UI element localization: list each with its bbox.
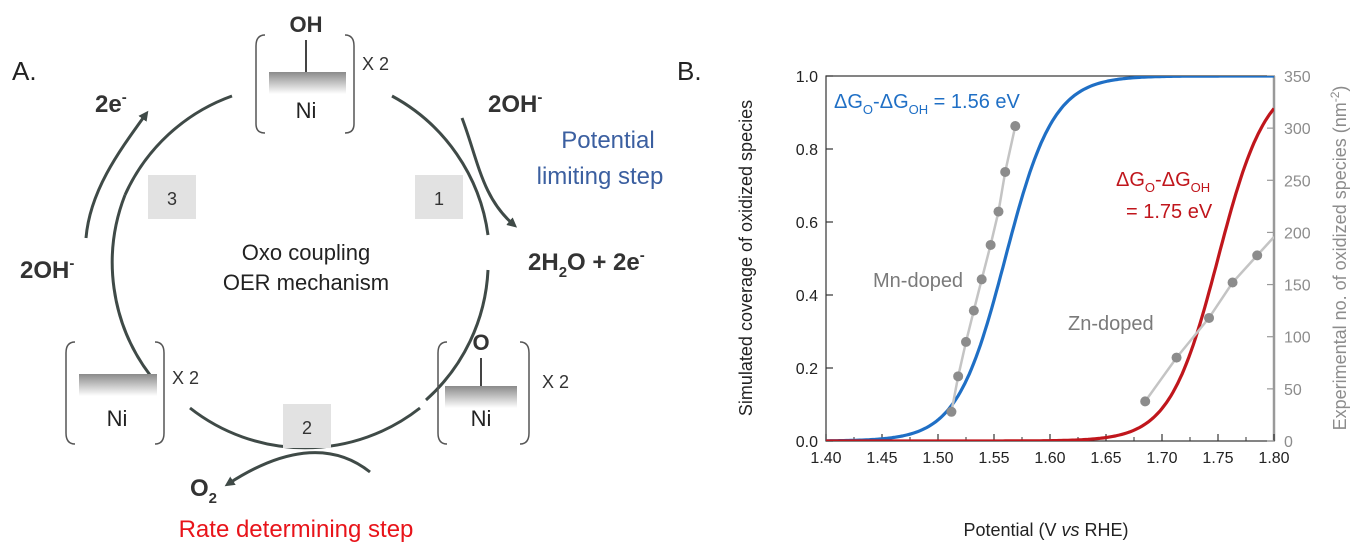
x-axis-title: Potential (V vs RHE) xyxy=(963,520,1128,540)
right-axis-ticks: 0 50 100 150 200 250 300 350 xyxy=(1267,69,1311,451)
right-axis-title: Experimental no. of oxidized species (nm… xyxy=(1328,86,1350,431)
experimental-point-mn-doped xyxy=(953,371,964,382)
reagent-step3-out: 2e- xyxy=(95,89,127,118)
left-axis-title: Simulated coverage of oxidized species xyxy=(736,100,756,416)
experimental-point-mn-doped xyxy=(976,274,987,285)
y-right-tick-label: 150 xyxy=(1284,278,1311,295)
y-right-tick-label: 200 xyxy=(1284,225,1311,242)
species-top-oh-ni: OH Ni X 2 xyxy=(255,12,389,134)
multiplier-left: X 2 xyxy=(172,368,199,388)
rate-determining-label: Rate determining step xyxy=(179,516,414,543)
reagent-step3-in: 2OH- xyxy=(20,255,74,284)
metal-ni: Ni xyxy=(296,98,317,123)
step-box-3 xyxy=(148,175,196,219)
experimental-point-mn-doped xyxy=(1010,121,1021,132)
y-left-tick-label: 1.0 xyxy=(796,69,818,86)
potential-limiting-label-line2: limiting step xyxy=(537,163,664,190)
panel-b-label: B. xyxy=(677,56,702,86)
chart-series xyxy=(826,76,1274,441)
multiplier-top: X 2 xyxy=(362,54,389,74)
multiplier-right: X 2 xyxy=(542,372,569,392)
experimental-point-mn-doped xyxy=(946,406,957,417)
experimental-point-mn-doped xyxy=(961,336,971,347)
experimental-point-zn-doped xyxy=(1204,312,1215,323)
experimental-point-zn-doped xyxy=(1171,352,1182,363)
species-right-o-ni: O Ni X 2 xyxy=(437,330,569,445)
blue-curve-label: ΔGO-ΔGOH = 1.56 eV xyxy=(834,91,1021,117)
experimental-point-mn-doped xyxy=(1000,166,1011,177)
experimental-point-mn-doped xyxy=(985,239,996,250)
reagent-step1-out: 2H2O + 2e- xyxy=(528,247,645,281)
x-tick-label: 1.40 xyxy=(810,450,841,467)
experimental-point-zn-doped xyxy=(1227,277,1238,288)
arc-step3b xyxy=(123,94,233,196)
experimental-point-mn-doped xyxy=(993,206,1004,217)
experimental-point-mn-doped xyxy=(968,305,979,316)
red-curve-label-line1: ΔGO-ΔGOH xyxy=(1116,169,1210,195)
y-right-tick-label: 0 xyxy=(1284,434,1293,451)
step-number-2: 2 xyxy=(302,418,312,438)
y-left-tick-label: 0.0 xyxy=(796,434,818,451)
x-tick-label: 1.70 xyxy=(1146,450,1177,467)
ni-surface xyxy=(445,386,517,408)
panel-b-chart: B. 1.40 1.45 1.50 1.55 1.60 1.65 1.70 1.75 1.80 … xyxy=(677,56,1350,540)
arrow-step1-out xyxy=(460,117,518,228)
y-right-tick-label: 250 xyxy=(1284,173,1311,190)
clipped-series xyxy=(826,76,1274,441)
x-tick-label: 1.75 xyxy=(1202,450,1233,467)
center-title-line2: OER mechanism xyxy=(223,270,389,295)
ligand-o: O xyxy=(472,330,489,355)
y-right-tick-label: 100 xyxy=(1284,330,1311,347)
experimental-point-zn-doped xyxy=(1252,250,1263,261)
ni-surface xyxy=(79,374,157,396)
arc-step3 xyxy=(110,194,152,376)
y-right-tick-label: 350 xyxy=(1284,69,1311,86)
x-tick-label: 1.60 xyxy=(1034,450,1065,467)
ligand-oh: OH xyxy=(290,12,323,37)
simulated-curve-line xyxy=(826,76,1274,441)
reagent-step2-out: O2 xyxy=(190,475,217,507)
step-box-2 xyxy=(283,404,331,448)
y-left-tick-label: 0.6 xyxy=(796,215,818,232)
y-left-tick-label: 0.4 xyxy=(796,288,818,305)
panel-a-label: A. xyxy=(12,56,37,86)
left-axis-ticks: 0.0 0.2 0.4 0.6 0.8 1.0 xyxy=(796,69,833,451)
y-left-tick-label: 0.2 xyxy=(796,361,818,378)
metal-ni: Ni xyxy=(107,406,128,431)
x-tick-label: 1.50 xyxy=(922,450,953,467)
arrow-step3-out xyxy=(84,110,149,239)
x-tick-label: 1.45 xyxy=(866,450,897,467)
plot-frame xyxy=(825,75,1275,442)
x-tick-label: 1.80 xyxy=(1258,450,1289,467)
species-left-ni: Ni X 2 xyxy=(65,341,199,445)
x-tick-label: 1.65 xyxy=(1090,450,1121,467)
metal-ni: Ni xyxy=(471,406,492,431)
mn-doped-label: Mn-doped xyxy=(873,270,963,292)
ni-surface xyxy=(269,72,346,94)
red-curve-label-line2: = 1.75 eV xyxy=(1126,201,1213,223)
center-title-line1: Oxo coupling xyxy=(242,240,370,265)
potential-limiting-label-line1: Potential xyxy=(561,127,654,154)
simulated-curve-line xyxy=(826,107,1274,441)
x-tick-label: 1.55 xyxy=(978,450,1009,467)
step-number-3: 3 xyxy=(167,189,177,209)
y-right-tick-label: 300 xyxy=(1284,121,1311,138)
arc-step1 xyxy=(391,94,490,236)
step-box-1 xyxy=(415,175,463,219)
arrow-step2-out xyxy=(224,451,371,487)
experimental-point-zn-doped xyxy=(1140,396,1151,407)
step-number-1: 1 xyxy=(434,189,444,209)
chart-axes xyxy=(825,75,1276,442)
zn-doped-label: Zn-doped xyxy=(1068,313,1154,335)
y-left-tick-label: 0.8 xyxy=(796,142,818,159)
panel-a-mechanism: A. OH Ni X 2 xyxy=(12,12,663,543)
y-right-tick-label: 50 xyxy=(1284,382,1302,399)
reagent-step1-in: 2OH- xyxy=(488,89,542,118)
